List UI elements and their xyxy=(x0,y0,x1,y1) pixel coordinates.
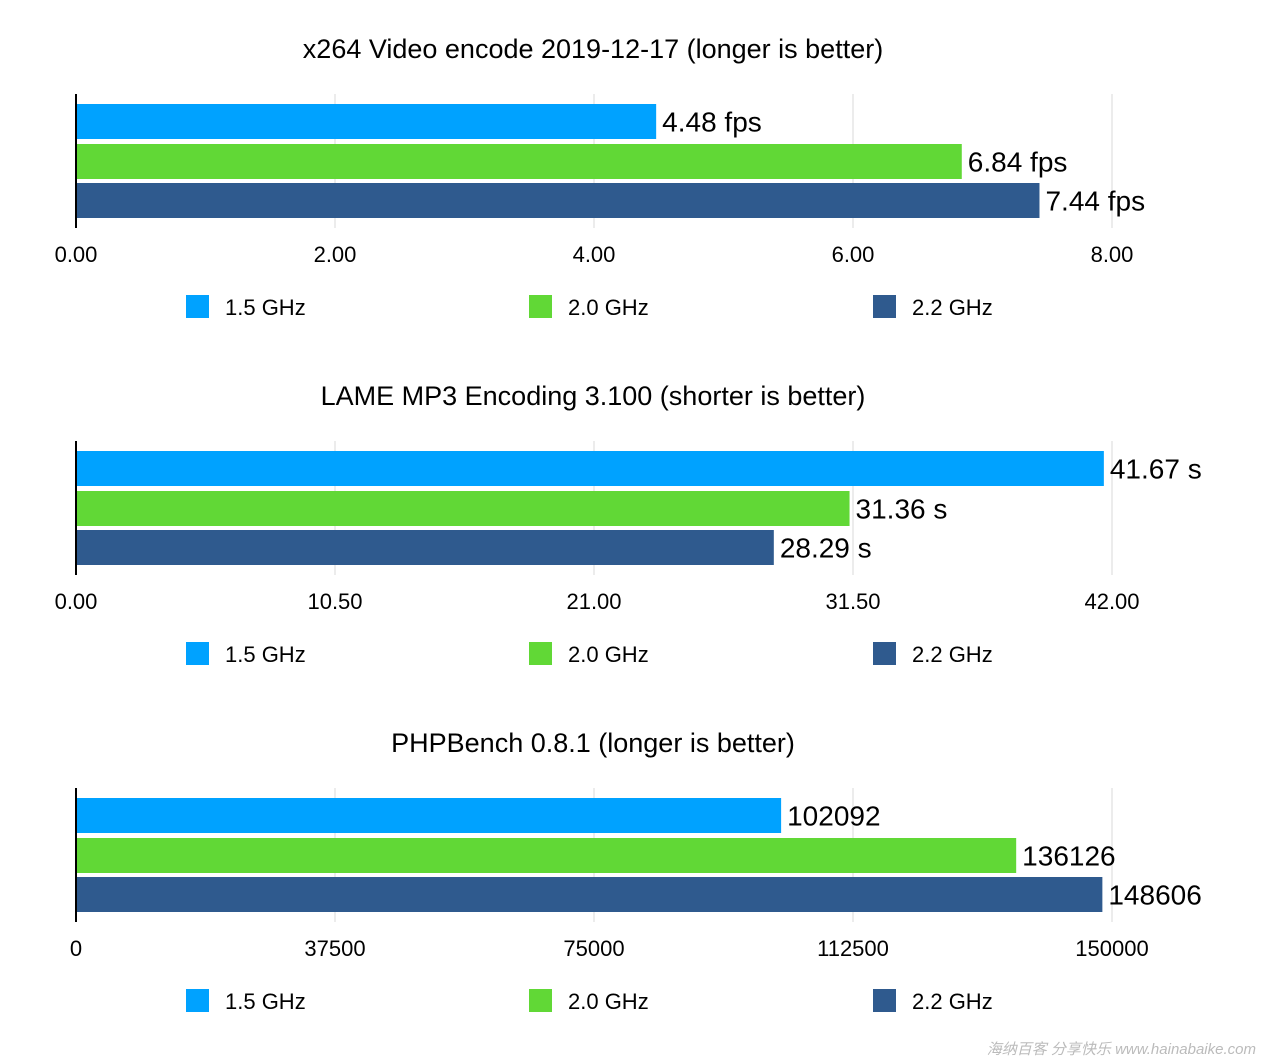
legend-swatch-2-0-ghz xyxy=(529,989,552,1012)
tick-label: 150000 xyxy=(1075,936,1148,961)
data-label: 6.84 fps xyxy=(968,147,1068,178)
legend-swatch-2-2-ghz xyxy=(873,642,896,665)
tick-label: 21.00 xyxy=(566,589,621,614)
tick-label: 6.00 xyxy=(832,242,875,267)
tick-label: 10.50 xyxy=(307,589,362,614)
legend-label: 2.0 GHz xyxy=(568,295,649,320)
watermark-text: 海纳百客 分享快乐 www.hainabaike.com xyxy=(987,1041,1256,1058)
tick-label: 31.50 xyxy=(825,589,880,614)
bar-2-2-ghz xyxy=(76,877,1103,912)
bar-2-0-ghz xyxy=(76,491,850,526)
legend-label: 2.0 GHz xyxy=(568,989,649,1014)
data-label: 28.29 s xyxy=(780,533,872,564)
legend-swatch-2-2-ghz xyxy=(873,295,896,318)
legend-swatch-1-5-ghz xyxy=(186,989,209,1012)
data-label: 148606 xyxy=(1108,880,1201,911)
legend-swatch-1-5-ghz xyxy=(186,295,209,318)
bar-2-2-ghz xyxy=(76,530,774,565)
legend-swatch-2-2-ghz xyxy=(873,989,896,1012)
tick-label: 0.00 xyxy=(55,242,98,267)
data-label: 102092 xyxy=(787,801,880,832)
tick-label: 75000 xyxy=(563,936,624,961)
tick-label: 4.00 xyxy=(573,242,616,267)
bar-1-5-ghz xyxy=(76,104,657,139)
legend-label: 1.5 GHz xyxy=(225,642,306,667)
legend-label: 2.2 GHz xyxy=(912,295,993,320)
tick-label: 2.00 xyxy=(314,242,357,267)
data-label: 4.48 fps xyxy=(662,107,762,138)
legend-label: 2.2 GHz xyxy=(912,642,993,667)
tick-label: 0.00 xyxy=(55,589,98,614)
tick-label: 8.00 xyxy=(1091,242,1134,267)
chart-title: x264 Video encode 2019-12-17 (longer is … xyxy=(303,34,883,64)
legend-swatch-2-0-ghz xyxy=(529,295,552,318)
bar-2-0-ghz xyxy=(76,838,1017,873)
bar-2-0-ghz xyxy=(76,144,962,179)
tick-label: 0 xyxy=(70,936,82,961)
data-label: 31.36 s xyxy=(856,494,948,525)
tick-label: 112500 xyxy=(817,936,889,961)
data-label: 136126 xyxy=(1022,841,1115,872)
tick-label: 37500 xyxy=(304,936,365,961)
legend-swatch-2-0-ghz xyxy=(529,642,552,665)
data-label: 7.44 fps xyxy=(1045,186,1145,217)
bar-1-5-ghz xyxy=(76,451,1104,486)
bar-1-5-ghz xyxy=(76,798,782,833)
legend-swatch-1-5-ghz xyxy=(186,642,209,665)
data-label: 41.67 s xyxy=(1110,454,1202,485)
legend-label: 2.0 GHz xyxy=(568,642,649,667)
legend-label: 1.5 GHz xyxy=(225,989,306,1014)
chart-title: LAME MP3 Encoding 3.100 (shorter is bett… xyxy=(321,381,866,411)
chart-title: PHPBench 0.8.1 (longer is better) xyxy=(391,728,795,758)
tick-label: 42.00 xyxy=(1084,589,1139,614)
bar-2-2-ghz xyxy=(76,183,1040,218)
legend-label: 1.5 GHz xyxy=(225,295,306,320)
legend-label: 2.2 GHz xyxy=(912,989,993,1014)
